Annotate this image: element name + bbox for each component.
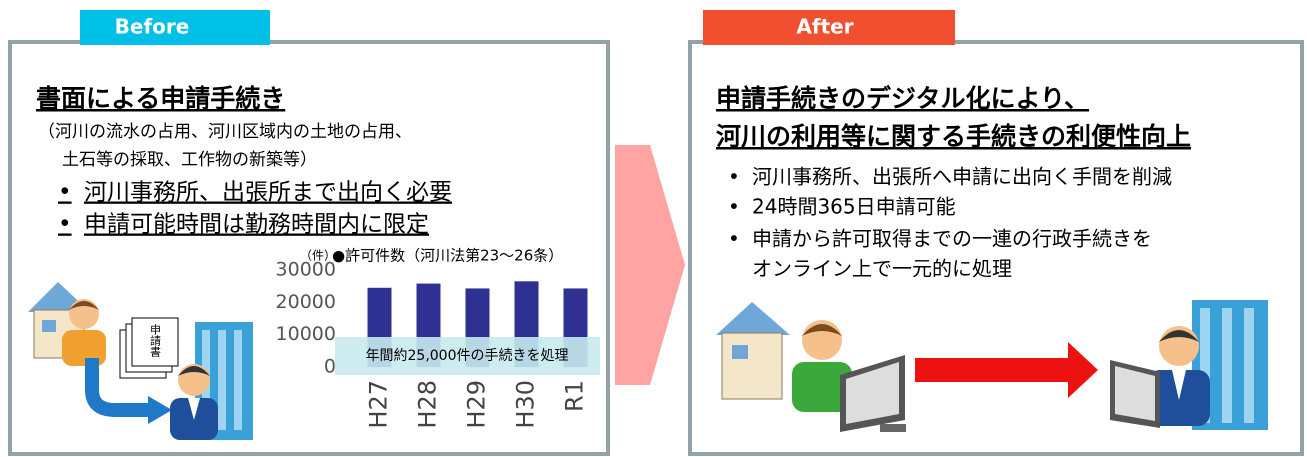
annotation: 年間約25,000件の手続きを処理	[366, 347, 569, 364]
after-tab-label: After	[796, 15, 853, 39]
bullet-dot: •	[728, 227, 740, 251]
y-tick-label: 30000	[276, 259, 336, 281]
after-bullet: 24時間365日申請可能	[752, 195, 956, 219]
page: Before After 書面による申請手続き （河川の流水の占用、河川区域内の…	[0, 0, 1307, 457]
transition-arrow	[615, 145, 685, 385]
x-tick-label: H28	[414, 380, 442, 429]
after-title: 河川の利用等に関する手続きの利便性向上	[716, 122, 1191, 151]
document-label: 申請書	[149, 324, 162, 358]
y-tick-label: 20000	[276, 291, 336, 313]
before-subtitle: （河川の流水の占用、河川区域内の土地の占用、	[38, 122, 412, 142]
bullet-dot: •	[728, 195, 740, 219]
after-bullet: オンライン上で一元的に処理	[752, 257, 1012, 281]
before-bullet: 申請可能時間は勤務時間内に限定	[84, 212, 429, 238]
y-tick-label: 0	[324, 356, 336, 378]
bullet-dot: •	[728, 165, 740, 189]
before-bullet: 河川事務所、出張所まで出向く必要	[84, 180, 452, 206]
bullet-dot: •	[58, 212, 72, 238]
before-subtitle: 土石等の採取、工作物の新築等）	[62, 150, 317, 170]
y-tick-label: 10000	[276, 323, 336, 345]
before-title: 書面による申請手続き	[36, 84, 285, 113]
computer-icon	[1110, 360, 1160, 428]
x-tick-label: R1	[561, 380, 589, 412]
before-tab-label: Before	[115, 15, 190, 39]
bullet-dot: •	[58, 180, 72, 206]
after-bullet: 河川事務所、出張所へ申請に出向く手間を削減	[752, 165, 1172, 189]
x-tick-label: H29	[463, 380, 491, 429]
online-arrow	[915, 358, 1070, 382]
after-bullet: 申請から許可取得までの一連の行政手続きを	[752, 227, 1152, 251]
after-title: 申請手続きのデジタル化により、	[716, 84, 1089, 113]
chart-title: ●許可件数（河川法第23～26条）	[332, 247, 563, 265]
x-tick-label: H30	[512, 380, 540, 429]
x-tick-label: H27	[365, 380, 393, 429]
